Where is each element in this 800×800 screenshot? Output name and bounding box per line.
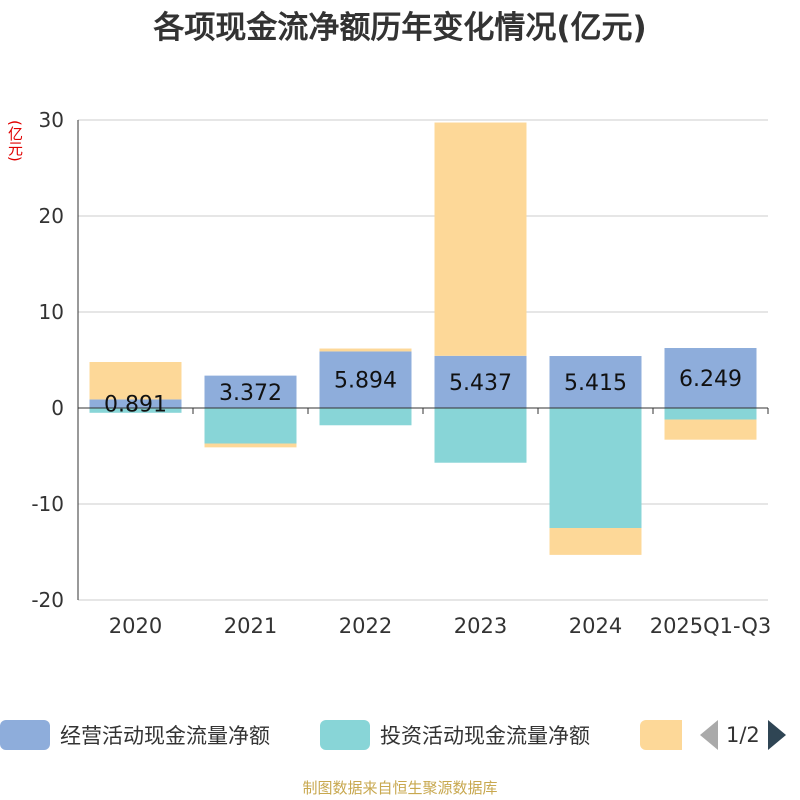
bar-series1-1 xyxy=(204,408,297,444)
chart-title: 各项现金流净额历年变化情况(亿元) xyxy=(153,10,647,46)
x-tick-label: 2022 xyxy=(339,614,392,638)
x-tick-label: 2024 xyxy=(569,614,622,638)
bar-series0-1 xyxy=(204,375,297,408)
data-source-note: 制图数据来自恒生聚源数据库 xyxy=(302,779,498,797)
bar-series0-2 xyxy=(319,351,412,408)
bar-series2-1 xyxy=(204,443,297,448)
bar-series1-3 xyxy=(434,408,527,463)
legend-item-operating[interactable]: 经营活动现金流量净额 xyxy=(0,715,270,755)
bar-series1-5 xyxy=(664,408,757,420)
data-label-2: 5.894 xyxy=(334,369,397,394)
bar-series1-2 xyxy=(319,408,412,426)
y-tick-label: 20 xyxy=(39,204,64,228)
legend-swatch-operating xyxy=(0,720,50,750)
bar-series1-4 xyxy=(549,408,642,528)
x-tick-label: 2025Q1-Q3 xyxy=(650,614,772,638)
legend-item-investing[interactable]: 投资活动现金流量净额 xyxy=(320,715,590,755)
legend-label-investing: 投资活动现金流量净额 xyxy=(380,724,590,748)
legend-label-operating: 经营活动现金流量净额 xyxy=(60,724,270,748)
bar-series0-0 xyxy=(89,399,182,408)
data-label-4: 5.415 xyxy=(564,371,627,396)
bar-series2-2 xyxy=(319,348,412,352)
x-tick-label: 2023 xyxy=(454,614,507,638)
bar-series0-5 xyxy=(664,348,757,408)
legend-pager: 1/2 xyxy=(700,715,786,755)
bar-series2-3 xyxy=(434,122,527,356)
x-tick-label: 2020 xyxy=(109,614,162,638)
next-page-icon[interactable] xyxy=(767,720,786,750)
bar-series2-4 xyxy=(549,528,642,555)
y-tick-label: -20 xyxy=(31,588,64,612)
legend-swatch-investing xyxy=(320,720,370,750)
legend-page-indicator: 1/2 xyxy=(726,723,760,747)
data-label-3: 5.437 xyxy=(449,371,512,396)
y-tick-label: 0 xyxy=(51,396,64,420)
bar-series2-0 xyxy=(89,362,182,400)
data-label-0: 0.891 xyxy=(104,393,167,418)
bar-series0-4 xyxy=(549,356,642,408)
legend-swatch-financing xyxy=(640,720,682,750)
y-axis-unit-label: (亿元) xyxy=(6,120,24,162)
y-tick-label: 30 xyxy=(39,108,64,132)
data-label-1: 3.372 xyxy=(219,381,282,406)
legend-item-financing[interactable] xyxy=(640,715,682,755)
prev-page-icon[interactable] xyxy=(700,720,718,750)
bar-series2-5 xyxy=(664,419,757,440)
y-tick-label: 10 xyxy=(39,300,64,324)
x-tick-label: 2021 xyxy=(224,614,277,638)
bar-series1-0 xyxy=(89,408,182,413)
y-tick-label: -10 xyxy=(31,492,64,516)
data-label-5: 6.249 xyxy=(679,367,742,392)
bar-series0-3 xyxy=(434,355,527,408)
